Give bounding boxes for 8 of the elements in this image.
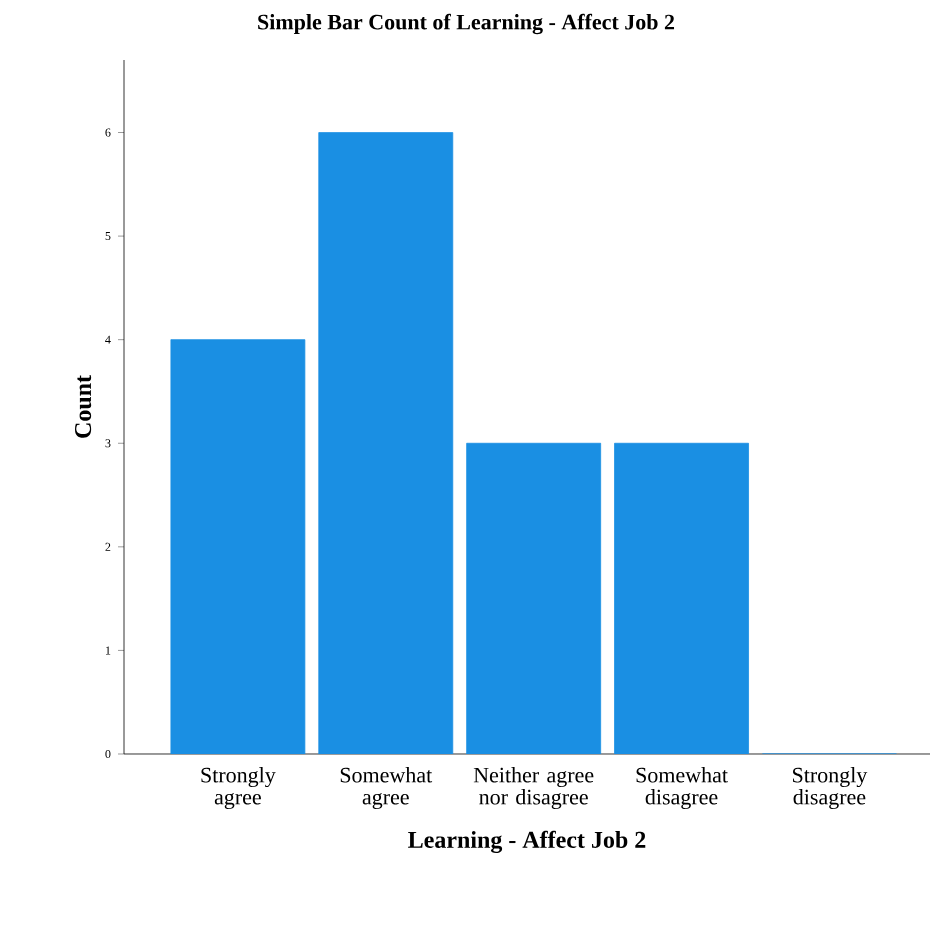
y-axis-title: Count — [75, 375, 92, 438]
x-tick-label: Neither agree nor disagree — [473, 767, 594, 810]
x-tick-label: Strongly disagree — [793, 767, 868, 810]
chart-title: Simple Bar Count of Learning - Affect Job 2 — [258, 13, 675, 35]
x-tick-label: Somewhat agree — [340, 767, 433, 810]
x-tick-label: Strongly agree — [201, 767, 276, 810]
x-tick-label: Somewhat disagree — [636, 767, 728, 810]
x-axis-title: Learning - Affect Job 2 — [408, 830, 646, 854]
